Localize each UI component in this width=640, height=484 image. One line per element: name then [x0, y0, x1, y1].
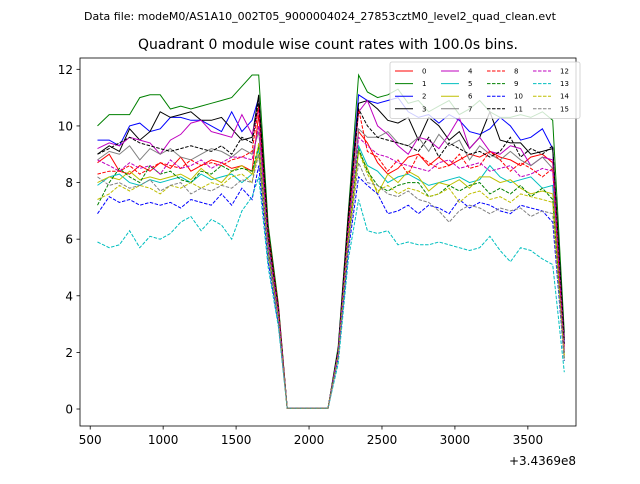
legend-label-0: 0	[422, 68, 426, 76]
series-line-12	[97, 125, 565, 409]
y-tick-label: 4	[65, 289, 73, 303]
x-tick-label: 3000	[440, 433, 471, 447]
legend-label-13: 13	[560, 80, 569, 88]
legend-label-12: 12	[560, 68, 569, 76]
series-line-0	[97, 114, 565, 409]
legend-label-1: 1	[422, 80, 426, 88]
legend-label-14: 14	[560, 93, 569, 101]
legend-label-6: 6	[468, 93, 473, 101]
x-tick-label: 2500	[367, 433, 398, 447]
x-tick-label: 1000	[148, 433, 179, 447]
legend-label-11: 11	[514, 105, 523, 113]
series-line-6	[97, 149, 565, 409]
y-tick-label: 8	[65, 176, 73, 190]
series-line-11	[97, 100, 565, 409]
chart-suptitle: Data file: modeM0/AS1A10_002T05_90000040…	[84, 10, 557, 23]
legend-label-2: 2	[422, 93, 426, 101]
x-tick-label: 1500	[221, 433, 252, 447]
series-line-15	[97, 154, 565, 409]
series-line-4	[97, 99, 565, 409]
series-line-10	[97, 165, 565, 409]
legend-label-4: 4	[468, 68, 473, 76]
legend-label-7: 7	[468, 105, 472, 113]
y-tick-label: 6	[65, 233, 73, 247]
plot-frame	[79, 57, 577, 427]
series-line-9	[97, 145, 565, 409]
x-axis-offset-label: +3.4369e8	[509, 454, 576, 468]
series-line-8	[97, 106, 565, 409]
legend-label-8: 8	[514, 68, 518, 76]
y-axis: 0 2 4 6 8 10 12	[58, 63, 80, 417]
legend-label-5: 5	[468, 80, 472, 88]
series-line-2	[97, 93, 565, 409]
series-line-5	[97, 143, 565, 409]
x-axis: 500 1000 1500 2000 2500 3000 3500	[79, 426, 543, 447]
y-tick-label: 2	[65, 346, 73, 360]
legend-label-10: 10	[514, 93, 523, 101]
series-line-13	[97, 176, 565, 409]
x-tick-label: 500	[79, 433, 102, 447]
y-tick-label: 10	[58, 119, 73, 133]
plot-lines	[97, 73, 565, 409]
x-tick-label: 3500	[513, 433, 544, 447]
legend-frame	[389, 61, 581, 119]
legend-label-9: 9	[514, 80, 518, 88]
y-tick-label: 0	[65, 403, 73, 417]
legend-label-3: 3	[422, 105, 426, 113]
series-line-3	[97, 94, 565, 409]
y-tick-label: 12	[58, 63, 73, 77]
legend-label-15: 15	[560, 105, 569, 113]
x-tick-label: 2000	[294, 433, 325, 447]
chart-title: Quadrant 0 module wise count rates with …	[138, 37, 518, 53]
series-line-14	[97, 142, 565, 409]
